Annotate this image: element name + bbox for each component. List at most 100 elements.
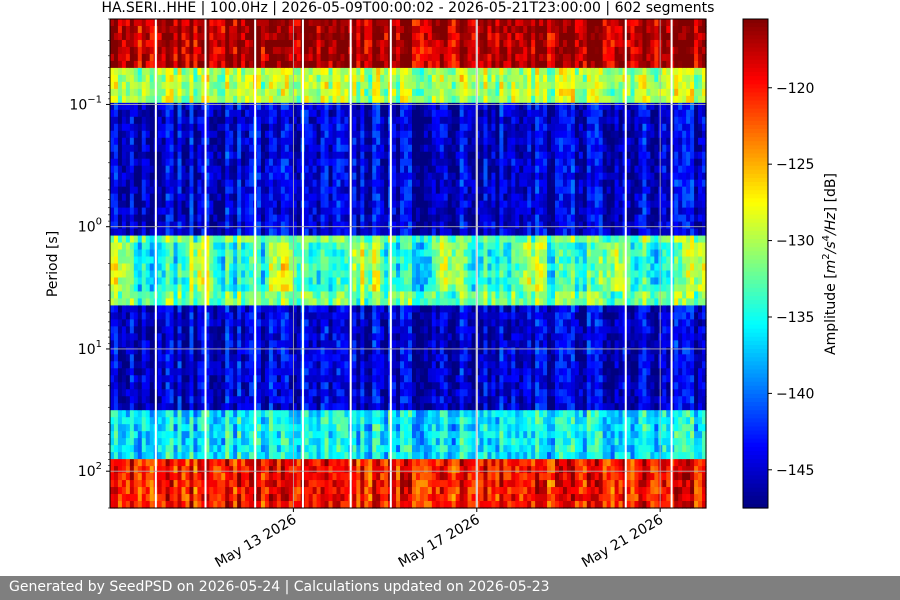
heatmap-cell	[356, 172, 361, 181]
heatmap-cell	[185, 39, 191, 48]
heatmap-cell	[260, 228, 266, 237]
heatmap-cell	[336, 116, 342, 125]
heatmap-cell	[304, 242, 310, 251]
heatmap-cell	[249, 46, 254, 55]
heatmap-cell	[245, 116, 250, 125]
heatmap-cell	[141, 480, 147, 488]
heatmap-cell	[129, 207, 135, 216]
heatmap-cell	[272, 354, 278, 362]
heatmap-cell	[110, 340, 115, 348]
heatmap-cell	[121, 39, 127, 48]
heatmap-cell	[121, 291, 127, 300]
heatmap-cell	[292, 137, 298, 146]
heatmap-cell	[217, 326, 222, 334]
heatmap-cell	[336, 95, 342, 104]
heatmap-cell	[125, 137, 131, 146]
heatmap-cell	[364, 270, 369, 279]
heatmap-cell	[117, 102, 123, 111]
heatmap-cell	[320, 249, 326, 258]
heatmap-cell	[201, 487, 206, 495]
heatmap-cell	[145, 340, 151, 348]
heatmap-cell	[145, 60, 151, 69]
heatmap-cell	[217, 501, 222, 509]
heatmap-cell	[245, 102, 250, 111]
heatmap-cell	[380, 417, 385, 425]
heatmap-cell	[129, 123, 135, 132]
heatmap-cell	[173, 361, 179, 369]
heatmap-cell	[340, 137, 346, 146]
heatmap-cell	[113, 228, 119, 237]
heatmap-cell	[121, 88, 127, 97]
heatmap-cell	[241, 207, 246, 216]
heatmap-cell	[284, 501, 290, 509]
heatmap-cell	[157, 193, 163, 202]
heatmap-cell	[356, 88, 361, 97]
heatmap-cell	[284, 172, 290, 181]
heatmap-cell	[320, 319, 326, 327]
heatmap-cell	[157, 102, 163, 111]
heatmap-cell	[217, 263, 222, 272]
heatmap-cell	[320, 382, 326, 390]
heatmap-cell	[304, 438, 310, 446]
heatmap-cell	[284, 354, 290, 362]
heatmap-cell	[328, 298, 334, 307]
heatmap-cell	[133, 417, 139, 425]
heatmap-cell	[165, 501, 171, 509]
heatmap-cell	[137, 81, 143, 90]
heatmap-cell	[308, 438, 314, 446]
heatmap-cell	[320, 53, 326, 62]
heatmap-cell	[340, 214, 346, 223]
heatmap-cell	[197, 319, 202, 327]
heatmap-cell	[368, 109, 373, 118]
heatmap-cell	[110, 32, 115, 41]
heatmap-cell	[368, 151, 373, 160]
heatmap-cell	[296, 88, 302, 97]
heatmap-cell	[316, 396, 322, 404]
heatmap-cell	[328, 137, 334, 146]
heatmap-cell	[372, 151, 377, 160]
heatmap-cell	[292, 74, 298, 83]
heatmap-cell	[189, 326, 195, 334]
heatmap-cell	[145, 186, 151, 195]
heatmap-cell	[292, 235, 298, 244]
heatmap-cell	[328, 95, 334, 104]
heatmap-cell	[110, 291, 115, 300]
heatmap-cell	[272, 249, 278, 258]
heatmap-cell	[249, 277, 254, 286]
heatmap-cell	[213, 165, 218, 174]
heatmap-cell	[110, 403, 115, 411]
heatmap-cell	[312, 172, 318, 181]
heatmap-cell	[272, 389, 278, 397]
heatmap-cell	[117, 116, 123, 125]
heatmap-cell	[320, 445, 326, 453]
heatmap-cell	[304, 46, 310, 55]
heatmap-cell	[237, 207, 242, 216]
heatmap-cell	[376, 333, 381, 341]
heatmap-cell	[312, 466, 318, 474]
heatmap-cell	[384, 214, 389, 223]
heatmap-cell	[336, 102, 342, 111]
heatmap-cell	[113, 417, 119, 425]
heatmap-cell	[304, 88, 310, 97]
heatmap-cell	[241, 39, 246, 48]
heatmap-cell	[380, 144, 385, 153]
heatmap-cell	[193, 396, 199, 404]
heatmap-cell	[121, 487, 127, 495]
heatmap-cell	[304, 284, 310, 293]
heatmap-cell	[316, 487, 322, 495]
heatmap-cell	[201, 403, 206, 411]
heatmap-cell	[312, 333, 318, 341]
heatmap-cell	[137, 382, 143, 390]
heatmap-cell	[221, 81, 226, 90]
heatmap-cell	[364, 67, 369, 76]
heatmap-cell	[145, 403, 151, 411]
heatmap-cell	[257, 249, 262, 258]
heatmap-cell	[280, 347, 286, 355]
heatmap-cell	[372, 249, 377, 258]
heatmap-cell	[173, 19, 179, 27]
heatmap-cell	[268, 19, 274, 27]
heatmap-cell	[245, 501, 250, 509]
heatmap-cell	[121, 298, 127, 307]
heatmap-cell	[149, 312, 155, 320]
heatmap-cell	[316, 123, 322, 132]
